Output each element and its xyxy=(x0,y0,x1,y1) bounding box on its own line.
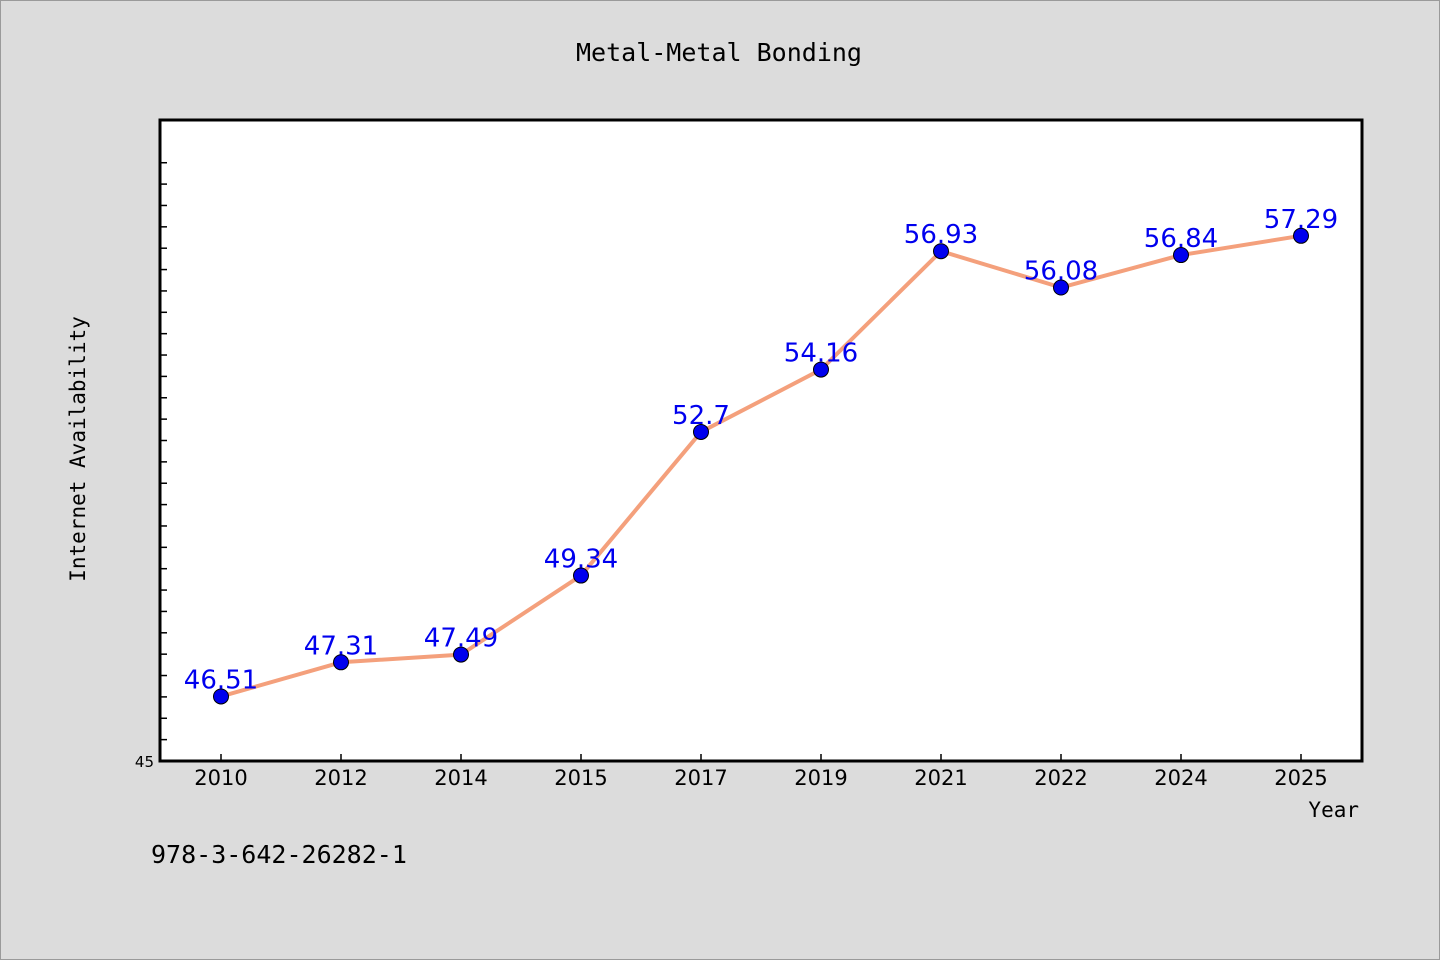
series-line xyxy=(220,233,1302,699)
data-point xyxy=(573,567,589,584)
data-label: 46.51 xyxy=(184,665,258,695)
x-tick-label: 2014 xyxy=(434,766,487,790)
data-label: 49.34 xyxy=(544,545,618,575)
x-axis-label: Year xyxy=(1308,798,1359,822)
x-tick-label: 2010 xyxy=(194,766,247,790)
data-label: 52.7 xyxy=(672,401,730,431)
x-tick-label: 2017 xyxy=(674,766,727,790)
x-tick-label: 2012 xyxy=(314,766,367,790)
x-axis-ticks: 2010 2012 2014 2015 2017 2019 2021 2022 2024 2025 xyxy=(194,754,1328,790)
plot-area xyxy=(158,118,1364,763)
data-label: 56.84 xyxy=(1144,224,1218,254)
data-label: 56.08 xyxy=(1024,257,1098,287)
x-tick-label: 2025 xyxy=(1274,766,1327,790)
data-label: 47.49 xyxy=(424,624,498,654)
data-point xyxy=(933,243,949,260)
data-point xyxy=(1293,227,1309,244)
data-point xyxy=(1173,247,1189,264)
chart-title: Metal-Metal Bonding xyxy=(576,38,862,67)
data-point xyxy=(213,688,229,705)
series-line-group: 46.51 47.31 47.49 49.34 52.7 54.16 56.93 56.08 5… xyxy=(184,205,1338,705)
data-point xyxy=(693,423,709,440)
y-axis-ticks: 45 xyxy=(135,161,167,771)
data-label: 57.29 xyxy=(1264,205,1338,235)
x-tick-label: 2024 xyxy=(1154,766,1207,790)
x-tick-label: 2021 xyxy=(914,766,967,790)
data-point xyxy=(453,646,469,663)
data-label: 56.93 xyxy=(904,220,978,250)
data-point xyxy=(1053,279,1069,296)
footer-text: 978-3-642-26282-1 xyxy=(151,840,407,869)
data-label: 54.16 xyxy=(784,339,858,369)
data-label: 47.31 xyxy=(304,631,378,661)
data-point xyxy=(813,361,829,378)
x-tick-label: 2022 xyxy=(1034,766,1087,790)
y-axis-label: Internet Availability xyxy=(66,316,90,582)
data-point xyxy=(333,654,349,671)
y-tick-label: 45 xyxy=(135,753,154,771)
x-tick-label: 2019 xyxy=(794,766,847,790)
x-tick-label: 2015 xyxy=(554,766,607,790)
